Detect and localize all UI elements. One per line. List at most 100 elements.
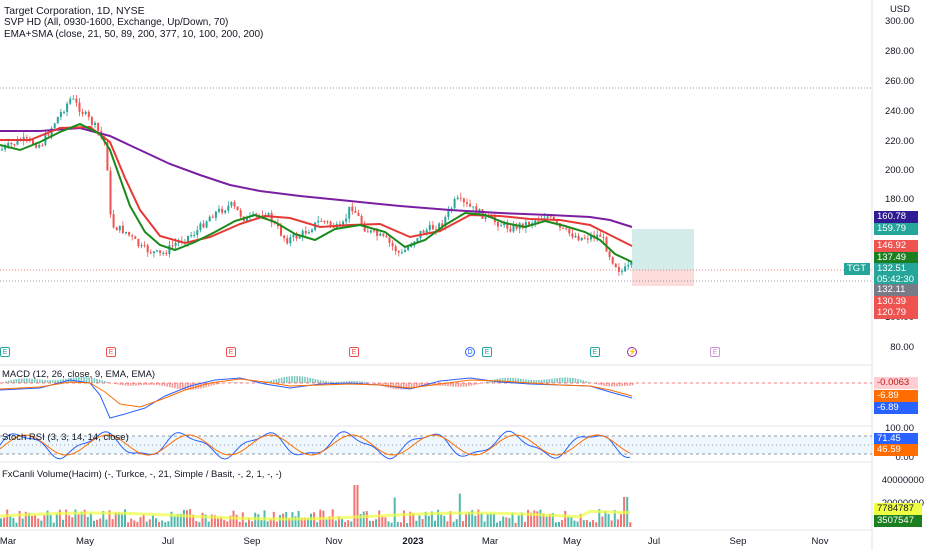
macd-histogram-bar xyxy=(83,377,85,383)
macd-histogram-bar xyxy=(514,378,517,383)
volume-bar xyxy=(52,522,55,527)
macd-histogram-bar xyxy=(5,381,7,383)
chart-title[interactable]: Target Corporation, 1D, NYSE xyxy=(4,5,145,17)
candle-body xyxy=(363,223,366,232)
macd-histogram-bar xyxy=(322,380,324,383)
macd-histogram-bar xyxy=(280,377,283,383)
flash-event-icon[interactable]: ⚡ xyxy=(627,347,637,357)
macd-histogram-bar xyxy=(621,383,623,387)
macd-histogram-bar xyxy=(598,383,600,385)
volume-bar xyxy=(21,518,24,527)
volume-bar xyxy=(558,522,560,527)
candle-body xyxy=(373,230,375,232)
macd-histogram-bar xyxy=(353,381,356,383)
macd-histogram-bar xyxy=(408,383,410,389)
candle-body xyxy=(304,230,307,234)
earnings-event-icon[interactable]: E xyxy=(710,347,720,357)
earnings-event-icon[interactable]: E xyxy=(106,347,116,357)
macd-histogram-bar xyxy=(384,383,387,388)
earnings-event-icon[interactable]: E xyxy=(349,347,359,357)
volume-bar xyxy=(353,485,356,527)
macd-histogram-bar xyxy=(397,383,400,390)
candle-body xyxy=(59,112,62,117)
candle-body xyxy=(555,220,558,224)
volume-bar xyxy=(49,515,52,527)
volume-bar xyxy=(223,519,226,527)
macd-histogram-bar xyxy=(595,383,597,385)
earnings-event-icon[interactable]: E xyxy=(226,347,236,357)
candle-body xyxy=(292,234,295,238)
candle-body xyxy=(438,223,441,231)
macd-histogram-bar xyxy=(629,383,631,386)
volume-bar xyxy=(390,522,393,527)
candle-body xyxy=(301,230,304,237)
macd-histogram-bar xyxy=(585,381,587,383)
volume-bar xyxy=(533,510,536,527)
volume-bar xyxy=(6,509,9,527)
stoch-k-value: 71.45 xyxy=(874,433,918,445)
candle-body xyxy=(270,213,273,223)
macd-histogram-bar xyxy=(169,383,171,388)
candle-body xyxy=(472,206,475,208)
volume-indicator-label[interactable]: FxCanli Volume(Hacim) (-, Turkce, -, 21,… xyxy=(2,469,282,480)
macd-histogram-bar xyxy=(288,376,291,383)
symbol-tag[interactable]: TGT xyxy=(844,263,870,275)
volume-bar xyxy=(80,511,83,527)
candle-body xyxy=(428,225,431,230)
dividend-event-icon[interactable]: D xyxy=(465,347,475,357)
macd-histogram-bar xyxy=(561,377,564,383)
macd-histogram-bar xyxy=(182,383,184,390)
macd-histogram-bar xyxy=(530,379,532,383)
volume-bar xyxy=(3,517,6,527)
macd-histogram-bar xyxy=(325,381,327,383)
volume-bar xyxy=(269,519,272,527)
volume-bar xyxy=(520,512,523,527)
volume-bar xyxy=(570,516,573,527)
volume-bar xyxy=(46,510,49,527)
candle-body xyxy=(583,237,586,239)
volume-bar xyxy=(189,509,192,527)
candle-body xyxy=(227,205,230,211)
candle-body xyxy=(245,217,248,222)
volume-bar xyxy=(198,522,201,527)
volume-bar xyxy=(179,513,182,527)
candle-body xyxy=(41,144,44,146)
candle-body xyxy=(218,208,220,212)
price-tick: 200.00 xyxy=(884,165,914,176)
candle-body xyxy=(500,225,503,227)
macd-histogram-bar xyxy=(413,383,415,389)
ema-sma-indicator-label[interactable]: EMA+SMA (close, 21, 50, 89, 200, 377, 10… xyxy=(4,29,264,40)
macd-histogram-bar xyxy=(20,378,23,383)
volume-bar xyxy=(455,519,458,527)
volume-bar xyxy=(561,520,564,527)
candle-body xyxy=(16,139,19,145)
earnings-event-icon[interactable]: E xyxy=(590,347,600,357)
earnings-event-icon[interactable]: E xyxy=(0,347,10,357)
macd-histogram-bar xyxy=(624,383,626,386)
volume-bar xyxy=(359,513,362,527)
macd-histogram-bar xyxy=(10,380,12,383)
stoch-rsi-label[interactable]: Stoch RSI (3, 3, 14, 14, close) xyxy=(2,432,129,443)
candle-body xyxy=(326,221,329,223)
candle-body xyxy=(7,143,10,146)
candle-body xyxy=(22,137,25,141)
volume-bar xyxy=(437,509,440,527)
macd-histogram-bar xyxy=(431,383,434,386)
candle-body xyxy=(131,235,134,237)
candle-body xyxy=(435,229,437,231)
volume-bar xyxy=(406,522,409,527)
macd-histogram-bar xyxy=(358,381,361,383)
candle-body xyxy=(611,257,614,264)
earnings-event-icon[interactable]: E xyxy=(482,347,492,357)
candle-body xyxy=(617,267,620,272)
volume-bar xyxy=(173,515,176,527)
volume-bar xyxy=(275,521,278,527)
volume-ma-line xyxy=(0,509,631,521)
svp-indicator-label[interactable]: SVP HD (All, 0930-1600, Exchange, Up/Dow… xyxy=(4,17,229,28)
macd-histogram-bar xyxy=(210,383,213,386)
candle-body xyxy=(25,137,28,139)
macd-histogram-bar xyxy=(569,377,571,383)
candle-body xyxy=(574,235,577,238)
macd-label[interactable]: MACD (12, 26, close, 9, EMA, EMA) xyxy=(2,369,156,380)
